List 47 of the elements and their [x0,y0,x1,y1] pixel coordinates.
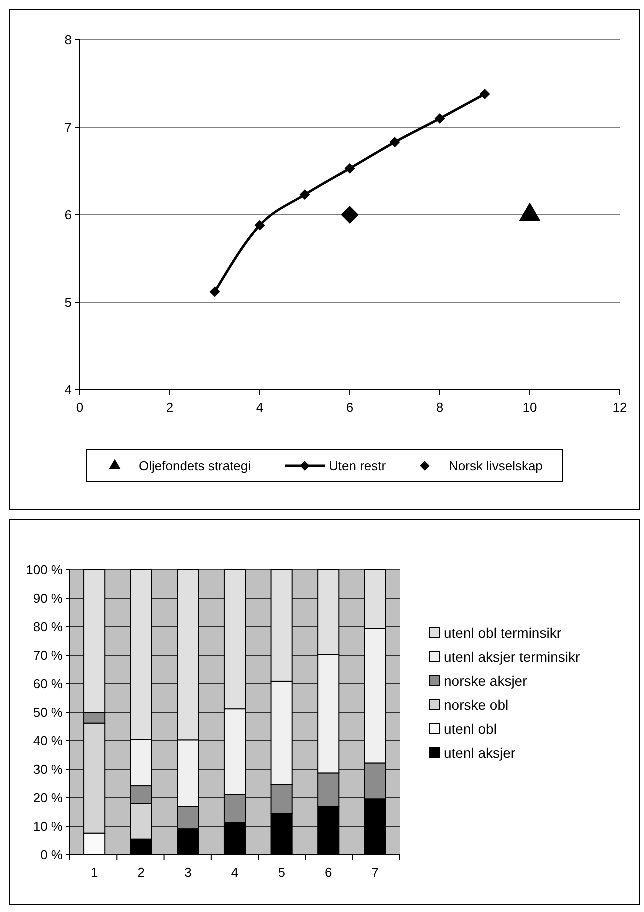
y-tick-label: 30 % [33,762,64,778]
x-tick-label: 4 [231,865,239,880]
legend-label: Uten restr [329,458,387,474]
x-tick-label: 3 [184,865,192,880]
x-tick-label: 6 [346,400,354,415]
point [434,114,446,124]
x-tick-label: 10 [522,400,538,415]
y-tick-label: 8 [64,32,72,48]
y-tick-label: 0 % [40,848,64,863]
legend-label: Norsk livselskap [449,458,543,474]
x-tick-label: 12 [612,400,628,415]
y-tick-label: 7 [64,120,72,136]
legend-label: Oljefondets strategi [139,458,252,474]
x-tick-label: 8 [436,400,444,415]
legend-label: utenl obl [444,720,497,737]
point [344,163,356,174]
legend-label: utenl obl terminsikr [444,624,562,641]
y-tick-label: 6 [64,208,72,223]
x-tick-label: 7 [372,865,380,880]
y-tick-label: 10 % [33,819,64,834]
point [210,286,220,298]
y-tick-label: 90 % [33,591,64,606]
point [300,190,310,200]
y-tick-label: 5 [64,295,72,310]
point [390,137,400,148]
y-tick-label: 50 % [33,705,64,720]
legend-label: utenl aksjer terminsikr [444,648,580,665]
x-tick-label: 1 [90,865,98,880]
x-tick-label: 5 [278,865,286,880]
point [341,206,359,224]
legend-label: norske aksjer [444,672,528,689]
point [254,220,266,231]
x-tick-label: 4 [256,400,264,415]
y-tick-label: 20 % [33,790,64,806]
y-tick-label: 80 % [33,620,64,635]
x-tick-label: 6 [325,865,332,880]
x-tick-label: 2 [166,400,174,415]
x-tick-label: 2 [138,865,145,880]
y-tick-label: 40 % [33,734,64,749]
y-tick-label: 70 % [33,648,64,664]
y-tick-label: 60 % [33,676,64,692]
y-tick-label: 100 % [26,562,64,578]
y-tick-label: 4 [64,382,72,398]
legend-label: norske obl [444,696,509,713]
point [480,89,490,100]
x-tick-label: 0 [76,400,84,415]
legend-label: utenl aksjer [444,744,516,761]
